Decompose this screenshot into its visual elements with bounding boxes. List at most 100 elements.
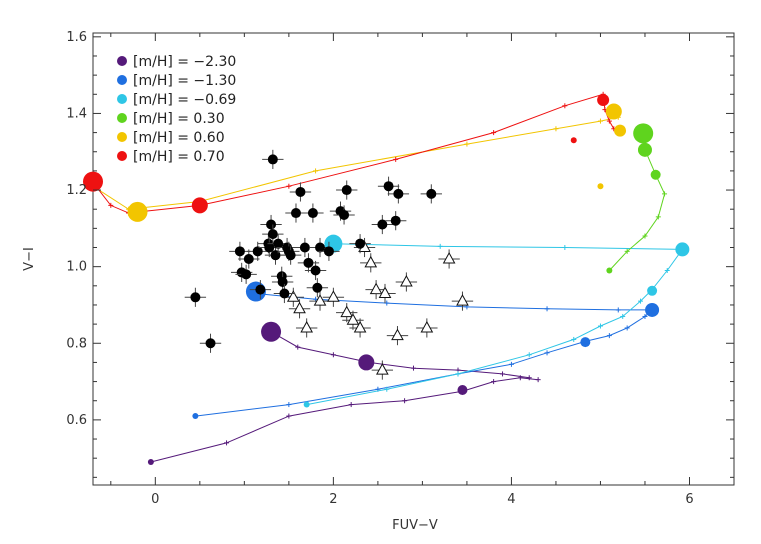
observed-point xyxy=(323,246,334,257)
observed-point xyxy=(355,238,366,249)
observed-triangle xyxy=(300,320,314,333)
observed-triangle xyxy=(353,320,367,333)
series-marker-3 xyxy=(633,123,654,144)
series-track-3 xyxy=(609,133,666,271)
observed-point xyxy=(243,254,254,264)
series-marker-5 xyxy=(83,171,103,192)
observed-point xyxy=(377,219,388,230)
series-marker-4 xyxy=(597,183,604,190)
observed-triangle xyxy=(375,363,389,375)
observed-triangle xyxy=(456,294,469,306)
series-marker-1 xyxy=(192,413,199,420)
series-marker-2 xyxy=(675,242,690,257)
series-marker-0 xyxy=(147,459,154,466)
observed-point xyxy=(267,154,278,165)
x-tick-label: 0 xyxy=(151,492,159,507)
series-marker-5 xyxy=(597,94,610,107)
series-marker-3 xyxy=(637,142,652,157)
observed-triangle xyxy=(442,251,456,264)
observed-point xyxy=(299,242,310,253)
observed-point xyxy=(285,250,296,261)
observed-triangle xyxy=(400,274,413,287)
series-marker-5 xyxy=(191,197,208,214)
series-marker-1 xyxy=(580,337,591,348)
series-marker-2 xyxy=(303,401,310,408)
legend-label-0: [m/H] = −2.30 xyxy=(133,54,236,70)
observed-point xyxy=(390,215,401,226)
observed-point xyxy=(290,208,301,219)
legend-label-5: [m/H] = 0.70 xyxy=(133,149,225,165)
legend: [m/H] = −2.30 [m/H] = −1.30 [m/H] = −0.69 [… xyxy=(117,54,236,165)
observed-point xyxy=(277,276,288,287)
series-loop-2 xyxy=(333,243,683,250)
observed-triangle xyxy=(364,255,378,268)
observations-layer xyxy=(184,149,474,380)
series-marker-0 xyxy=(457,385,468,396)
observed-triangle xyxy=(293,301,306,314)
series-loop-0 xyxy=(270,331,530,379)
legend-label-4: [m/H] = 0.60 xyxy=(133,130,225,146)
series-marker-0 xyxy=(261,321,282,342)
series-marker-4 xyxy=(614,124,627,137)
observed-point xyxy=(255,284,266,295)
series-marker-1 xyxy=(645,302,660,317)
observed-point xyxy=(279,288,290,299)
legend-swatch-3 xyxy=(117,113,127,123)
observed-point xyxy=(252,246,263,257)
observed-triangle xyxy=(340,305,354,318)
plot-frame xyxy=(92,32,735,486)
y-axis-label: V−I xyxy=(22,247,37,271)
series-marker-3 xyxy=(650,169,661,180)
observed-point xyxy=(295,186,306,197)
x-axis-label: FUV−V xyxy=(392,518,438,533)
y-tick-label: 1.4 xyxy=(66,106,87,121)
observed-point xyxy=(266,219,277,230)
observed-point xyxy=(267,229,278,240)
series-marker-4 xyxy=(605,103,622,120)
observed-triangle xyxy=(391,328,404,341)
observed-triangle xyxy=(313,294,327,306)
observed-point xyxy=(234,246,245,257)
observed-point xyxy=(426,188,437,199)
series-layer xyxy=(83,91,690,466)
legend-swatch-2 xyxy=(117,94,127,104)
observed-point xyxy=(205,338,216,349)
y-tick-label: 0.6 xyxy=(66,413,87,428)
ticks-layer: 0 2 4 6 0.6 0.8 1.0 1.2 1.4 1.6 xyxy=(66,30,735,507)
observed-point xyxy=(307,208,318,219)
y-tick-label: 1.6 xyxy=(66,30,87,45)
observed-triangle xyxy=(286,290,300,302)
legend-swatch-5 xyxy=(117,151,127,161)
observed-point xyxy=(393,188,404,199)
observed-point xyxy=(341,185,352,196)
legend-swatch-0 xyxy=(117,56,127,66)
observed-point xyxy=(383,181,394,192)
x-tick-label: 4 xyxy=(507,492,515,507)
series-marker-5 xyxy=(570,137,577,144)
observed-point xyxy=(273,238,284,249)
y-tick-label: 1.2 xyxy=(66,183,87,198)
observed-point xyxy=(339,209,350,220)
series-marker-0 xyxy=(358,354,375,371)
legend-label-3: [m/H] = 0.30 xyxy=(133,111,225,127)
observed-point xyxy=(310,265,321,276)
series-track-0 xyxy=(150,377,539,463)
observed-triangle xyxy=(378,286,392,298)
legend-label-2: [m/H] = −0.69 xyxy=(133,92,236,108)
x-tick-label: 6 xyxy=(685,492,693,507)
observed-triangle xyxy=(420,320,434,333)
series-marker-3 xyxy=(606,267,613,274)
series-track-5 xyxy=(92,93,615,214)
y-tick-label: 1.0 xyxy=(66,260,87,275)
observed-point xyxy=(241,269,252,280)
y-tick-label: 0.8 xyxy=(66,336,87,351)
legend-swatch-1 xyxy=(117,75,127,85)
observed-triangle xyxy=(346,313,360,325)
observed-triangle xyxy=(369,282,383,295)
legend-label-1: [m/H] = −1.30 xyxy=(133,73,236,89)
series-marker-2 xyxy=(647,285,658,296)
legend-swatch-4 xyxy=(117,132,127,142)
series-marker-4 xyxy=(127,201,148,222)
x-tick-label: 2 xyxy=(329,492,337,507)
